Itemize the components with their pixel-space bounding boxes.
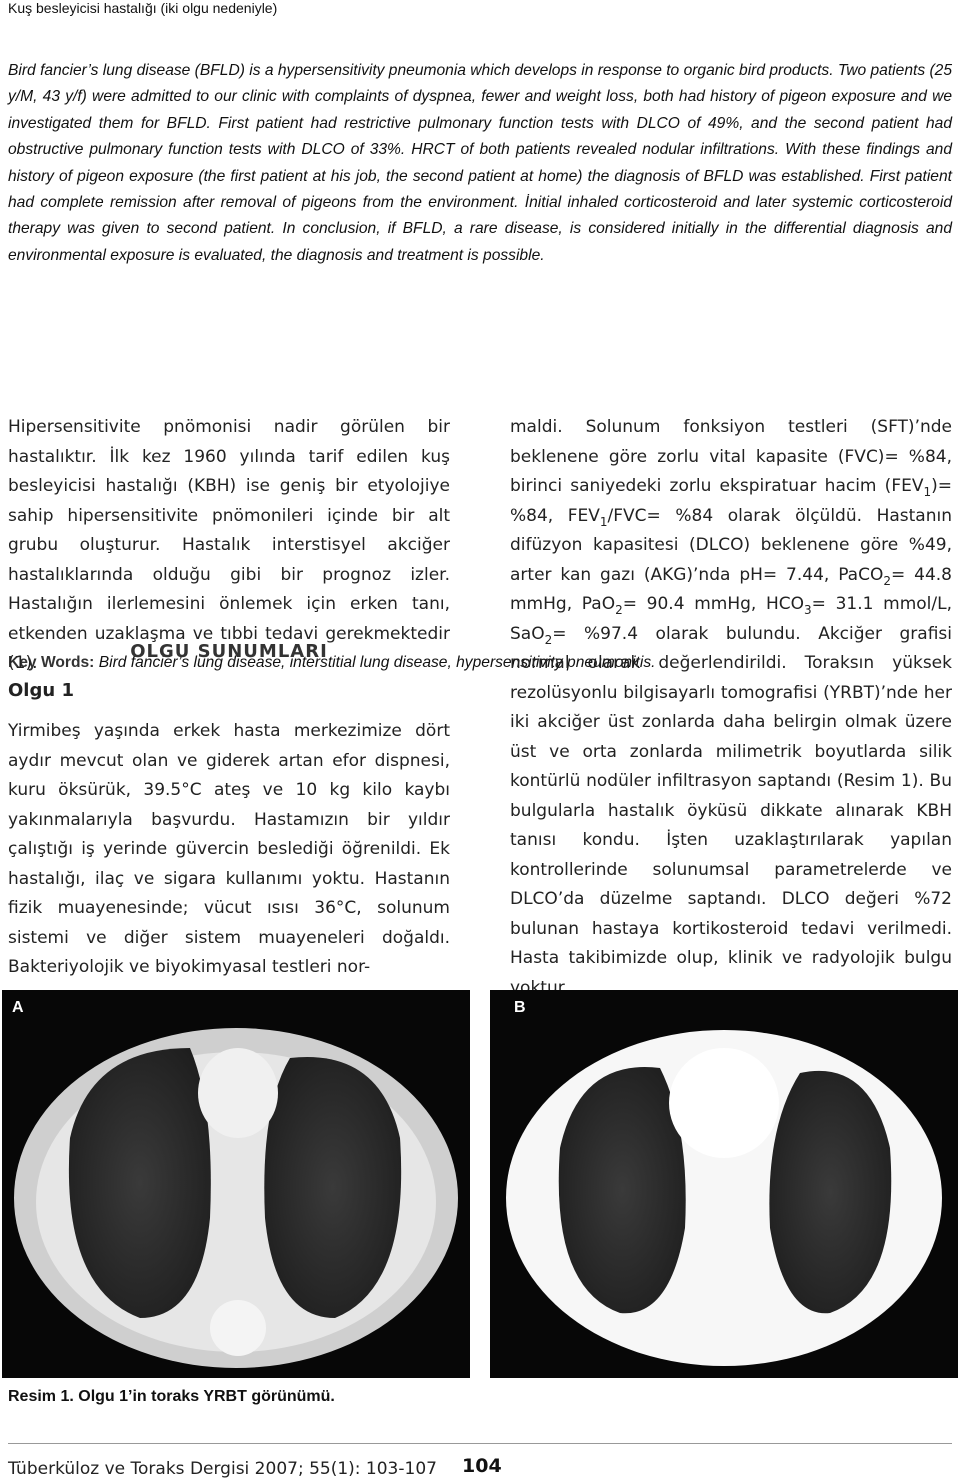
page-number: 104 — [462, 1455, 502, 1477]
case-paragraph: Yirmibeş yaşında erkek hasta merkezimize… — [8, 721, 450, 977]
text-run: = %97.4 olarak bulundu. Akciğer grafisi … — [510, 623, 952, 998]
figure-caption: Resim 1. Olgu 1’in toraks YRBT görünümü. — [8, 1388, 335, 1405]
figure: A B — [2, 990, 958, 1378]
subscript: 2 — [544, 632, 553, 647]
ct-image-a — [2, 990, 470, 1378]
text-run: /FVC= %84 olarak ölçüldü. Hastanın difüz… — [510, 505, 952, 585]
running-title: Kuş besleyicisi hastalığı (iki olgu nede… — [8, 0, 278, 16]
subscript: 2 — [883, 573, 891, 588]
ct-image-b — [490, 990, 958, 1378]
text-run: maldi. Solunum fonksiyon testleri (SFT)’… — [510, 417, 952, 496]
panel-label: B — [514, 999, 526, 1016]
panel-label: A — [12, 999, 24, 1016]
right-paragraph: maldi. Solunum fonksiyon testleri (SFT)’… — [510, 413, 952, 1003]
section-heading: OLGU SUNUMLARI — [130, 641, 328, 662]
intro-paragraph: Hipersensitivite pnömonisi nadir görülen… — [8, 417, 450, 673]
abstract: Bird fancier’s lung disease (BFLD) is a … — [8, 62, 952, 264]
keywords-label: Key Words: — [8, 654, 95, 671]
text-run: )= %84, FEV — [510, 476, 952, 526]
subscript: 1 — [599, 514, 608, 529]
subscript: 1 — [923, 485, 932, 499]
text-run: = 31.1 mmol/L, SaO — [510, 594, 952, 644]
subscript: 2 — [615, 603, 623, 617]
footer-rule — [8, 1443, 952, 1444]
journal-citation: Tüberküloz ve Toraks Dergisi 2007; 55(1)… — [8, 1459, 437, 1479]
subheading: Olgu 1 — [8, 680, 74, 701]
text-run: = 44.8 mmHg, PaO — [510, 564, 952, 615]
keywords-text: Bird fancier’s lung disease, interstitia… — [98, 654, 656, 671]
subscript: 3 — [804, 603, 812, 617]
keywords: Key Words: Bird fancier’s lung disease, … — [8, 654, 952, 672]
text-run: = 90.4 mmHg, HCO — [622, 594, 805, 614]
